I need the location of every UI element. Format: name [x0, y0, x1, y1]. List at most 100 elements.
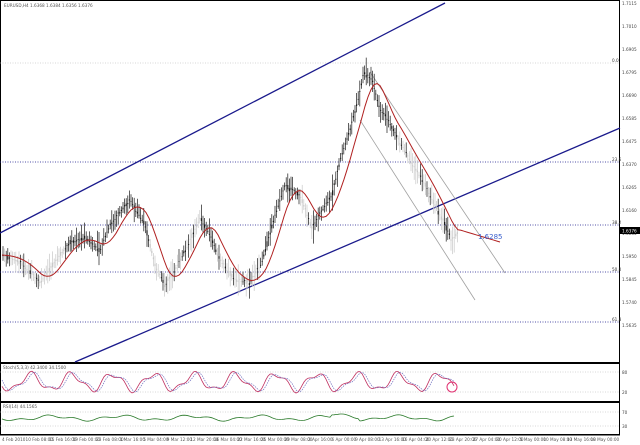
rsi-scale-70: 70: [622, 410, 628, 415]
candle-body: [72, 240, 74, 243]
candle-body: [250, 280, 252, 282]
candle-body: [112, 220, 114, 222]
candle-body: [423, 182, 425, 184]
fib-label-38: 38.2: [612, 220, 622, 225]
candle-body: [288, 188, 290, 192]
candle-body: [356, 104, 358, 107]
candle-body: [352, 116, 354, 118]
candle-body: [138, 214, 140, 216]
stoch-main-line: [1, 370, 455, 394]
fib-label-61: 61.8: [612, 317, 622, 322]
candle-body: [272, 220, 274, 223]
candle-body: [279, 200, 281, 202]
candle-body: [344, 143, 346, 145]
price-axis-label: 1.5740: [622, 300, 637, 305]
candle-body: [208, 233, 210, 235]
candle-body: [258, 267, 260, 269]
candle-body: [333, 183, 335, 185]
candle-body: [308, 218, 310, 219]
candle-body: [408, 158, 410, 160]
candle-body: [388, 120, 390, 122]
candle-body: [202, 223, 204, 225]
candle-body: [306, 214, 308, 216]
candle-body: [341, 153, 343, 155]
candle-body: [228, 271, 230, 273]
candle-body: [136, 211, 138, 214]
candle-body: [12, 258, 14, 260]
candle-body: [322, 208, 324, 210]
candle-body: [48, 268, 50, 272]
candle-body: [424, 183, 426, 187]
candle-body: [372, 80, 374, 82]
candle-body: [154, 263, 156, 267]
candle-body: [196, 224, 198, 227]
candle-body: [128, 199, 130, 201]
candle-body: [146, 230, 148, 236]
candle-body: [76, 240, 78, 242]
time-axis-label: 2 Apr 16:00: [308, 437, 333, 442]
candle-body: [247, 279, 249, 283]
candle-body: [120, 209, 122, 212]
candle-body: [389, 124, 391, 126]
candle-body: [52, 262, 54, 267]
candle-body: [175, 267, 177, 269]
price-axis-label: 1.6690: [622, 93, 637, 98]
candle-body: [82, 238, 84, 241]
candle-body: [24, 267, 26, 270]
time-axis-label: 30 Apr 12:00: [496, 437, 524, 442]
candle-body: [367, 74, 369, 76]
candle-body: [287, 184, 289, 190]
candle-body: [252, 275, 254, 278]
candle-body: [186, 247, 188, 249]
candle-body: [80, 237, 82, 241]
candle-body: [456, 232, 458, 234]
fib-label-23: 23.6: [612, 157, 622, 162]
candle-body: [184, 250, 186, 253]
candle-body: [437, 210, 439, 215]
candle-body: [357, 98, 359, 100]
candle-body: [300, 197, 302, 198]
candle-body: [116, 215, 118, 217]
candle-body: [448, 233, 450, 235]
stoch-header: Stoch(5,3,3) 42.3400 34.1500: [3, 365, 66, 370]
candle-body: [141, 219, 143, 222]
candle-body: [439, 214, 441, 216]
candle-body: [396, 134, 398, 138]
candle-body: [397, 138, 399, 140]
candle-body: [20, 261, 22, 263]
candle-body: [292, 189, 294, 190]
candle-body: [304, 208, 306, 210]
candle-body: [330, 196, 332, 198]
price-axis-label: 1.6160: [622, 208, 637, 213]
time-axis-label: 10 May 08:00: [543, 437, 572, 442]
candle-body: [149, 244, 151, 248]
candle-body: [220, 259, 222, 261]
candle-body: [28, 271, 30, 273]
time-axis-label: 4 Feb 2010: [2, 437, 26, 442]
candle-body: [386, 118, 388, 120]
candle-body: [40, 281, 42, 283]
candle-body: [324, 206, 326, 208]
candle-body: [31, 272, 33, 275]
candle-body: [125, 203, 127, 207]
candle-body: [191, 233, 193, 238]
time-axis-label: 19 Feb 00:00: [73, 437, 101, 442]
candle-body: [359, 91, 361, 92]
moving-average-line: [1, 83, 501, 282]
candle-body: [168, 276, 170, 279]
candle-body: [37, 279, 39, 281]
time-axis-label: 29 Mar 08:00: [284, 437, 312, 442]
candle-body: [303, 204, 305, 207]
candle-body: [104, 235, 106, 238]
candle-body: [159, 274, 161, 275]
candle-body: [100, 248, 102, 250]
candle-body: [151, 250, 153, 254]
candle-body: [85, 238, 87, 240]
candle-body: [127, 203, 129, 205]
candle-body: [316, 219, 318, 220]
current-price-label: 1.6376: [622, 229, 637, 234]
candle-body: [348, 133, 350, 135]
candle-body: [117, 212, 119, 214]
candle-body: [53, 262, 55, 264]
